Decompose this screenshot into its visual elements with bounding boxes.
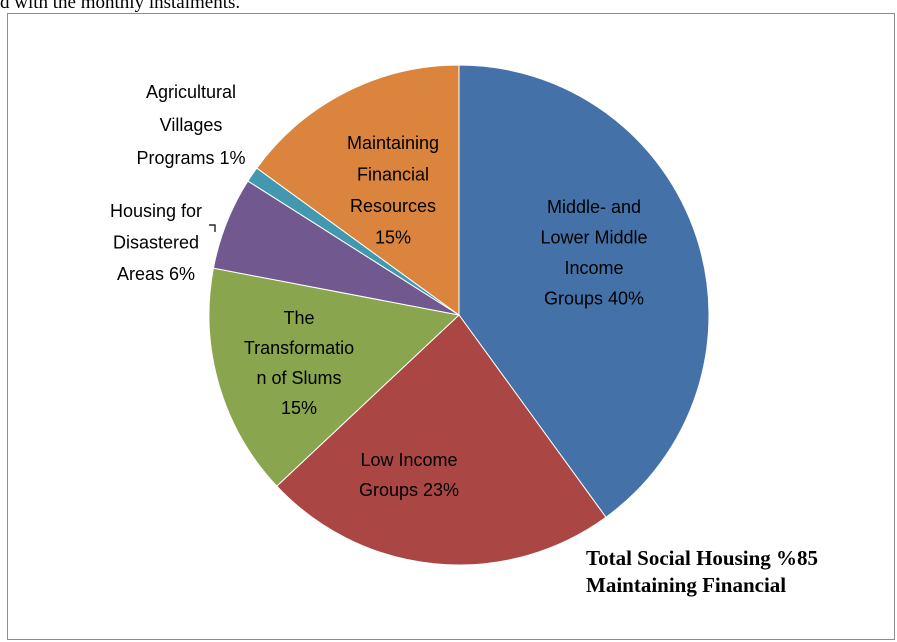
slice-label-line: Disastered <box>113 233 199 253</box>
slice-label-agri: Agricultural Villages Programs 1% <box>136 82 245 168</box>
chart-annotation-line: Maintaining Financial <box>586 573 786 597</box>
slice-label-line: Transformatio <box>244 338 354 358</box>
slice-label-line: Programs 1% <box>136 148 245 168</box>
slice-label-line: Agricultural <box>146 82 236 102</box>
slice-label-line: Financial <box>357 165 429 185</box>
slice-label-line: Lower Middle <box>540 228 647 248</box>
slice-label-line: The <box>283 308 314 328</box>
slice-label-disaster: Housing for Disastered Areas 6% <box>110 201 202 284</box>
slice-label-line: Groups 40% <box>544 289 644 309</box>
slice-label-line: Villages <box>160 115 223 135</box>
slice-label-line: Income <box>564 258 623 278</box>
slice-label-line: 15% <box>281 398 317 418</box>
slice-label-line: Resources <box>350 196 436 216</box>
chart-annotation: Total Social Housing %85 Maintaining Fina… <box>586 546 818 597</box>
slice-label-line: Maintaining <box>347 133 439 153</box>
label-leader-line <box>209 225 215 232</box>
slice-label-line: Housing for <box>110 201 202 221</box>
slice-label-line: Areas 6% <box>117 264 195 284</box>
pie-chart: Middle- and Lower Middle Income Groups 40% L… <box>8 14 896 641</box>
slice-label-line: n of Slums <box>256 368 341 388</box>
slice-label-line: Middle- and <box>547 197 641 217</box>
slice-label-line: Low Income <box>360 450 457 470</box>
chart-annotation-line: Total Social Housing %85 <box>586 546 818 570</box>
slice-label-line: Groups 23% <box>359 480 459 500</box>
chart-frame: Middle- and Lower Middle Income Groups 40% L… <box>7 13 895 640</box>
slice-label-line: 15% <box>375 228 411 248</box>
